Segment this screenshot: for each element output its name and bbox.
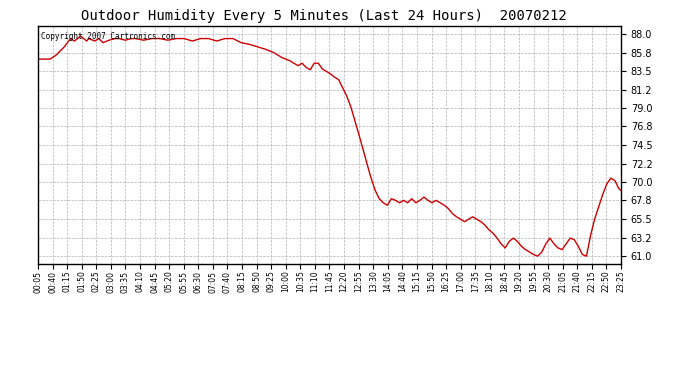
Text: Outdoor Humidity Every 5 Minutes (Last 24 Hours)  20070212: Outdoor Humidity Every 5 Minutes (Last 2… <box>81 9 567 23</box>
Text: Copyright 2007 Cartronics.com: Copyright 2007 Cartronics.com <box>41 32 175 41</box>
